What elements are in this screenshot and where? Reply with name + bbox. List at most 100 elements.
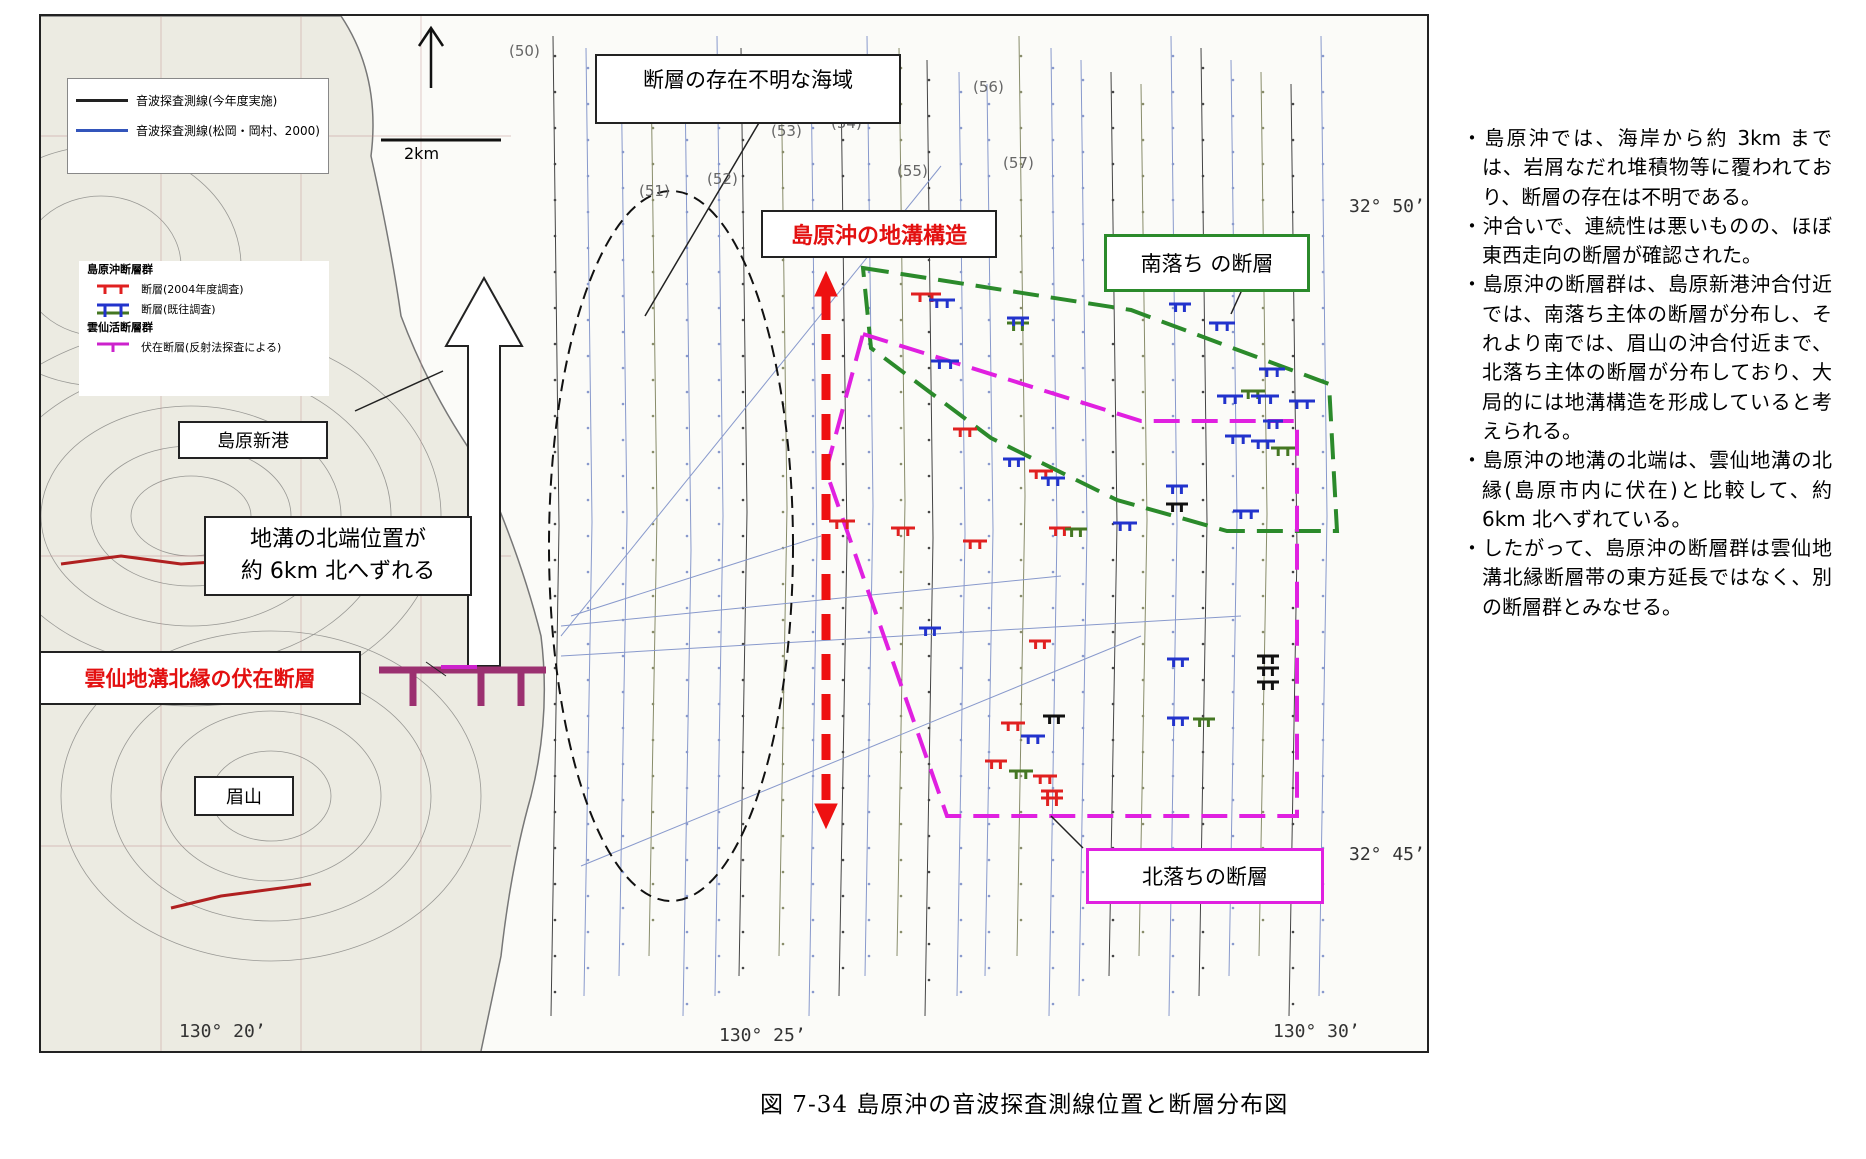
line-number-label: (57) bbox=[1003, 154, 1034, 172]
fault-symbol bbox=[1033, 774, 1057, 784]
fault-symbol bbox=[1043, 714, 1065, 724]
survey-line bbox=[738, 47, 748, 977]
north-shift-arrow bbox=[444, 275, 524, 667]
line-number-label: (50) bbox=[509, 42, 540, 60]
unzen-concealed-fault bbox=[379, 666, 546, 706]
fault-symbol bbox=[953, 427, 977, 437]
survey-line bbox=[1198, 47, 1208, 997]
fault-symbol bbox=[1259, 367, 1285, 377]
line-number-label: (55) bbox=[897, 162, 928, 180]
fault-symbol bbox=[1001, 721, 1025, 731]
fault-symbol bbox=[1263, 419, 1283, 429]
fault-symbol bbox=[1041, 476, 1065, 486]
fault-symbol bbox=[1041, 796, 1063, 806]
line-number-label: (51) bbox=[639, 182, 670, 200]
shimabara-port-label: 島原新港 bbox=[178, 421, 328, 459]
fault-symbol bbox=[1167, 657, 1189, 667]
line-number-label: (56) bbox=[973, 78, 1004, 96]
unknown-area-label: 断層の存在不明な海域 bbox=[595, 54, 901, 124]
graben-label: 島原沖の地溝構造 bbox=[761, 210, 997, 258]
fault-symbol bbox=[1289, 399, 1315, 409]
fault-symbol bbox=[1007, 316, 1029, 326]
survey-line bbox=[1258, 71, 1268, 957]
fault-symbol bbox=[985, 759, 1007, 769]
coord-lon-30: 130° 30’ bbox=[1273, 1021, 1360, 1042]
survey-line bbox=[550, 35, 560, 1017]
coord-lat-45: 32° 45’ bbox=[1349, 844, 1425, 865]
graben-shift-label: 地溝の北端位置が 約 6km 北へずれる bbox=[204, 516, 472, 596]
legend-label-previous: 音波探査測線(松岡・岡村、2000) bbox=[136, 123, 320, 138]
survey-legend: 音波探査測線(今年度実施) 音波探査測線(松岡・岡村、2000) bbox=[67, 78, 329, 174]
survey-line bbox=[1138, 83, 1148, 957]
fault-symbol bbox=[1021, 734, 1045, 744]
fault-symbol bbox=[1217, 394, 1243, 404]
survey-line bbox=[864, 35, 874, 977]
fault-symbol bbox=[1257, 680, 1279, 690]
fault-symbol bbox=[1251, 394, 1279, 404]
note-4: ・島原沖の地溝の北端は、雲仙地溝の北縁(島原市内に伏在)と比較して、約 6km … bbox=[1462, 448, 1832, 531]
fault-symbol bbox=[829, 519, 855, 529]
fault-symbol bbox=[919, 626, 941, 636]
graben-shift-line1: 地溝の北端位置が bbox=[249, 527, 426, 552]
fault-legend-group1: 島原沖断層群 bbox=[87, 263, 153, 276]
fault-symbol bbox=[1065, 527, 1087, 537]
unknown-area-pointer bbox=[644, 115, 764, 317]
north-arrow-icon bbox=[417, 25, 445, 88]
fault-symbol bbox=[1166, 502, 1188, 512]
legend-label-current: 音波探査測線(今年度実施) bbox=[136, 93, 278, 108]
fault-symbol bbox=[1003, 457, 1025, 467]
fault-symbol bbox=[1257, 666, 1279, 676]
coord-lat-50: 32° 50’ bbox=[1349, 196, 1425, 217]
survey-lines bbox=[550, 35, 1328, 1017]
fault-symbol bbox=[1209, 321, 1235, 331]
unknown-area-ellipse bbox=[548, 190, 794, 902]
survey-line bbox=[896, 47, 906, 957]
note-2: ・沖合いで、連続性は悪いものの、ほぼ東西走向の断層が確認された。 bbox=[1462, 213, 1832, 268]
south-fault-label: 南落ち の断層 bbox=[1104, 234, 1310, 292]
survey-line bbox=[618, 59, 628, 977]
fault-symbol bbox=[1007, 321, 1029, 331]
fault-symbols bbox=[829, 292, 1315, 806]
fault-symbol bbox=[1251, 439, 1275, 449]
fault-symbol bbox=[929, 298, 955, 308]
north-fault-label: 北落ちの断層 bbox=[1086, 848, 1324, 904]
fault-symbol bbox=[1169, 302, 1191, 312]
mayuyama-label: 眉山 bbox=[194, 776, 294, 816]
fault-legend-group2: 雲仙活断層群 bbox=[87, 321, 153, 334]
coord-lon-20: 130° 20’ bbox=[179, 1021, 266, 1042]
note-3: ・島原沖の断層群は、島原新港沖合付近では、南落ち主体の断層が分布し、それより南で… bbox=[1462, 272, 1832, 443]
north-fault-zone bbox=[823, 331, 1299, 818]
notes-panel: ・島原沖では、海岸から約 3km までは、岩屑なだれ堆積物等に覆われており、断層… bbox=[1462, 124, 1832, 622]
fault-legend: 島原沖断層群 断層(2004年度調査) 断層(既往調査) 雲仙活断層群 伏在断層… bbox=[79, 261, 329, 396]
south-fault-zone bbox=[860, 265, 1340, 533]
map-figure: (50)(51)(52)(53)(54)(55)(56)(57) 音波探査測線(… bbox=[39, 14, 1429, 1053]
coord-lon-25: 130° 25’ bbox=[719, 1025, 806, 1046]
survey-line bbox=[1228, 59, 1238, 977]
fault-symbol bbox=[931, 359, 959, 369]
graben-shift-line2: 約 6km 北へずれる bbox=[240, 559, 436, 584]
survey-line bbox=[583, 47, 593, 997]
fault-symbol bbox=[891, 526, 915, 536]
fault-symbol bbox=[1257, 654, 1279, 664]
fault-legend-item-concealed: 伏在断層(反射法探査による) bbox=[141, 341, 282, 354]
graben-extent-arrow bbox=[814, 270, 838, 830]
fault-symbol bbox=[963, 539, 987, 549]
fault-symbol bbox=[1113, 521, 1137, 531]
figure-caption: 図 7-34 島原沖の音波探査測線位置と断層分布図 bbox=[760, 1092, 1289, 1118]
survey-line bbox=[1016, 35, 1026, 957]
fault-symbol bbox=[1166, 484, 1188, 494]
unzen-fault-label: 雲仙地溝北縁の伏在断層 bbox=[41, 651, 361, 705]
scale-label: 2km bbox=[404, 144, 440, 163]
fault-symbol bbox=[1167, 716, 1189, 726]
survey-line bbox=[778, 59, 788, 957]
line-number-label: (53) bbox=[771, 122, 802, 140]
fault-symbol bbox=[1271, 446, 1295, 456]
fault-legend-item-new: 断層(2004年度調査) bbox=[141, 283, 244, 296]
legend-line-current bbox=[76, 98, 128, 102]
fault-symbol bbox=[1029, 639, 1051, 649]
fault-symbol bbox=[1009, 769, 1033, 779]
survey-line bbox=[1318, 35, 1328, 997]
fault-symbol bbox=[1225, 434, 1251, 444]
fault-legend-item-old: 断層(既往調査) bbox=[141, 303, 216, 316]
fault-symbol bbox=[1233, 509, 1259, 519]
